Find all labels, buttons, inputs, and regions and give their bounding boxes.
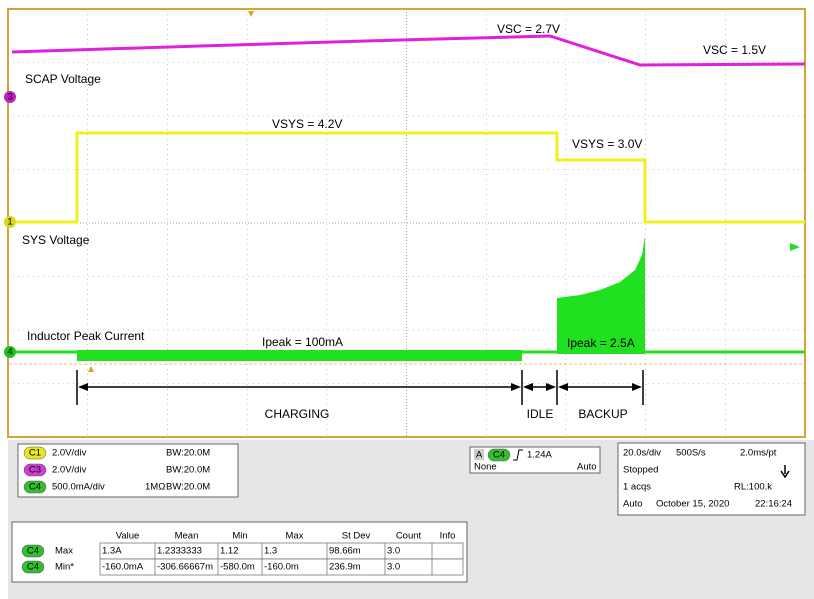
timebase-text: 500S/s — [676, 448, 706, 459]
channel-badge-label: C4 — [493, 450, 505, 461]
channel-scale: 2.0V/div — [52, 448, 87, 459]
trigger-level: 1.24A — [527, 450, 552, 461]
trigger-tag — [474, 449, 484, 460]
channel-scale: 500.0mA/div — [52, 482, 105, 493]
row-label: Max — [55, 546, 73, 557]
table-cell: -580.0m — [220, 562, 255, 573]
table-row — [99, 542, 464, 560]
channel-badge-label: C4 — [27, 562, 39, 573]
channel-box — [17, 443, 239, 498]
table-header: St Dev — [342, 531, 371, 542]
timebase-text: 22:16:24 — [755, 499, 792, 510]
table-cell: 1.3 — [264, 546, 277, 557]
timebase-text: Auto — [623, 499, 643, 510]
table-cell: -160.0mA — [102, 562, 144, 573]
table-cell: -306.66667m — [157, 562, 213, 573]
trigger-slope — [513, 449, 523, 461]
graticule — [8, 9, 805, 437]
table-header: Info — [440, 531, 456, 542]
channel-bandwidth: BW:20.0M — [166, 465, 210, 476]
channel-marker-label: 4 — [7, 347, 12, 358]
stop-arrow — [780, 465, 790, 479]
trigger-mode: Auto — [577, 462, 597, 473]
table-header: Min — [232, 531, 247, 542]
channel-badge — [23, 480, 47, 494]
timebase-box — [617, 442, 806, 516]
table-cell: 1.12 — [220, 546, 239, 557]
phase-label: CHARGING — [265, 407, 330, 421]
timebase-text: RL:100.k — [734, 482, 772, 493]
channel-marker — [4, 346, 16, 358]
annotation: Ipeak = 2.5A — [567, 336, 635, 350]
trigger-source-tag: A — [476, 450, 483, 461]
channel-bandwidth: BW:20.0M — [166, 448, 210, 459]
channel-badge — [23, 463, 47, 477]
channel-marker-label: 1 — [7, 217, 12, 228]
channel-badge-label: C3 — [29, 465, 41, 476]
table-cell: -160.0m — [264, 562, 299, 573]
channel-marker — [4, 216, 16, 228]
table-cell: 236.9m — [329, 562, 361, 573]
table-cell: 98.66m — [329, 546, 361, 557]
channel-badge-label: C4 — [29, 482, 41, 493]
phase-label: IDLE — [527, 407, 554, 421]
table-header: Max — [286, 531, 304, 542]
timebase-text: 1 acqs — [623, 482, 651, 493]
sys-waveform — [12, 131, 805, 224]
channel-badge — [487, 448, 511, 462]
table-cell: 1.2333333 — [157, 546, 202, 557]
channel-marker-label: 3 — [7, 92, 12, 103]
channel-scale: 2.0V/div — [52, 465, 87, 476]
trigger-pos — [248, 11, 254, 17]
trigger-marker — [88, 366, 94, 372]
annotation: Ipeak = 100mA — [262, 335, 343, 349]
timebase-text: 20.0s/div — [623, 448, 661, 459]
annotation: VSYS = 4.2V — [272, 117, 342, 131]
channel-impedance: 1MΩ — [145, 482, 165, 493]
channel-badge — [21, 560, 45, 574]
channel-badge — [21, 544, 45, 558]
row-label: Min* — [55, 562, 74, 573]
trigger-coupling: None — [474, 462, 497, 473]
table-cell: 3.0 — [387, 562, 400, 573]
timebase-text: Stopped — [623, 465, 658, 476]
annotation: VSC = 2.7V — [497, 22, 560, 36]
table-row — [99, 558, 464, 576]
annotation: SCAP Voltage — [25, 72, 101, 86]
table-header: Count — [396, 531, 422, 542]
channel-arrow — [790, 243, 800, 251]
annotation: Inductor Peak Current — [27, 329, 145, 343]
channel-badge-label: C1 — [29, 448, 41, 459]
annotation: SYS Voltage — [22, 233, 90, 247]
annotation: VSC = 1.5V — [703, 43, 766, 57]
phase-arrows — [76, 370, 644, 405]
arrow-heads — [78, 383, 642, 391]
channel-badge-label: C4 — [27, 546, 39, 557]
table-header: Mean — [175, 531, 199, 542]
channel-marker — [4, 91, 16, 103]
table-cell: 1.3A — [102, 546, 122, 557]
phase-label: BACKUP — [578, 407, 627, 421]
table-cell: 3.0 — [387, 546, 400, 557]
panel-content: C1 2.0V/div BW:20.0M C3 2.0V/div BW:20.0M C4 50… — [11, 442, 806, 583]
timebase-text: October 15, 2020 — [656, 499, 729, 510]
channel-bandwidth: BW:20.0M — [166, 482, 210, 493]
timebase-text: 2.0ms/pt — [740, 448, 777, 459]
scap-waveform — [11, 34, 806, 67]
inductor-waveform — [77, 350, 522, 361]
inductor-waveform — [557, 236, 645, 354]
table-header: Value — [116, 531, 140, 542]
channel-badge — [23, 446, 47, 460]
annotation: VSYS = 3.0V — [572, 137, 642, 151]
